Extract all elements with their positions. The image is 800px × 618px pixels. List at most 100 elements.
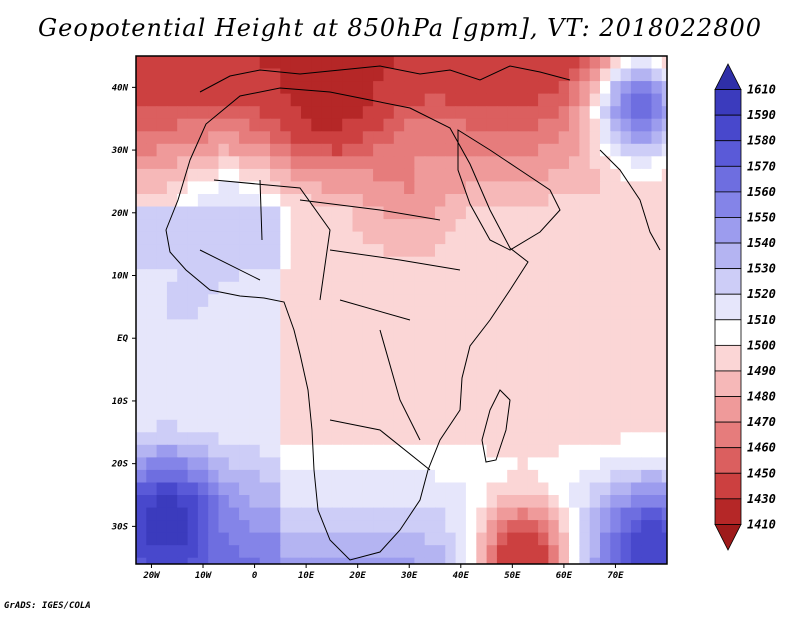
field-cell <box>166 319 178 333</box>
field-cell <box>383 319 395 333</box>
field-cell <box>249 369 261 383</box>
field-cell <box>373 457 384 471</box>
field-cell <box>538 319 549 333</box>
field-cell <box>321 495 333 509</box>
field-cell <box>373 256 384 270</box>
field-cell <box>527 231 539 245</box>
field-cell <box>589 407 601 421</box>
field-cell <box>404 482 415 496</box>
field-cell <box>486 332 498 346</box>
field-cell <box>156 206 168 220</box>
field-cell <box>435 332 446 346</box>
field-cell <box>290 244 302 258</box>
field-cell <box>496 319 508 333</box>
field-cell <box>177 545 189 559</box>
field-cell <box>187 532 199 546</box>
field-cell <box>393 294 405 308</box>
field-cell <box>187 219 199 233</box>
field-cell <box>249 56 261 70</box>
field-cell <box>610 382 622 396</box>
field-cell <box>311 469 323 483</box>
field-cell <box>630 256 642 270</box>
field-cell <box>630 294 642 308</box>
field-cell <box>600 532 611 546</box>
field-cell <box>538 369 549 383</box>
field-cell <box>146 419 158 433</box>
field-cell <box>507 206 519 220</box>
field-cell <box>548 106 560 120</box>
field-cell <box>352 93 364 107</box>
field-cell <box>280 206 292 220</box>
field-cell <box>620 131 632 145</box>
field-cell <box>321 407 333 421</box>
field-cell <box>496 93 508 107</box>
field-cell <box>414 281 426 295</box>
field-cell <box>187 444 199 458</box>
field-cell <box>630 394 642 408</box>
field-cell <box>301 394 312 408</box>
field-cell <box>527 143 539 157</box>
field-cell <box>362 495 374 509</box>
field-cell <box>187 319 199 333</box>
field-cell <box>280 294 292 308</box>
field-cell <box>187 206 199 220</box>
field-cell <box>661 81 667 95</box>
field-cell <box>579 168 591 182</box>
field-cell <box>280 507 292 521</box>
field-cell <box>311 407 323 421</box>
field-cell <box>600 56 611 70</box>
field-cell <box>259 81 271 95</box>
field-cell <box>538 520 549 534</box>
field-cell <box>589 344 601 358</box>
field-cell <box>414 407 426 421</box>
field-cell <box>259 394 271 408</box>
field-cell <box>218 520 230 534</box>
field-cell <box>259 482 271 496</box>
field-cell <box>486 482 498 496</box>
field-cell <box>208 557 220 564</box>
field-cell <box>496 118 508 132</box>
colorbar-label: 1500 <box>747 338 776 352</box>
field-cell <box>249 68 261 82</box>
field-cell <box>270 168 281 182</box>
field-cell <box>270 482 281 496</box>
field-cell <box>465 68 477 82</box>
field-cell <box>373 68 384 82</box>
field-cell <box>311 444 323 458</box>
field-cell <box>630 106 642 120</box>
field-cell <box>311 532 323 546</box>
field-cell <box>331 281 343 295</box>
field-cell <box>187 394 199 408</box>
field-cell <box>465 419 477 433</box>
field-cell <box>177 194 189 208</box>
field-cell <box>321 482 333 496</box>
field-cell <box>569 106 580 120</box>
field-cell <box>486 382 498 396</box>
field-cell <box>651 444 663 458</box>
field-cell <box>527 357 539 371</box>
field-cell <box>496 156 508 170</box>
field-cell <box>476 507 488 521</box>
field-cell <box>610 156 622 170</box>
field-cell <box>465 81 477 95</box>
field-cell <box>455 56 467 70</box>
field-cell <box>569 369 580 383</box>
field-cell <box>311 344 323 358</box>
field-cell <box>270 495 281 509</box>
field-cell <box>404 294 415 308</box>
field-cell <box>208 131 220 145</box>
field-cell <box>610 482 622 496</box>
field-cell <box>476 106 488 120</box>
field-cell <box>486 319 498 333</box>
field-cell <box>373 219 384 233</box>
field-cell <box>579 557 591 564</box>
field-cell <box>166 68 178 82</box>
country-borders <box>199 179 461 471</box>
field-cell <box>496 532 508 546</box>
field-cell <box>218 93 230 107</box>
field-cell <box>301 332 312 346</box>
field-cell <box>558 482 570 496</box>
field-cell <box>228 181 240 195</box>
field-cell <box>270 407 281 421</box>
field-cell <box>352 369 364 383</box>
